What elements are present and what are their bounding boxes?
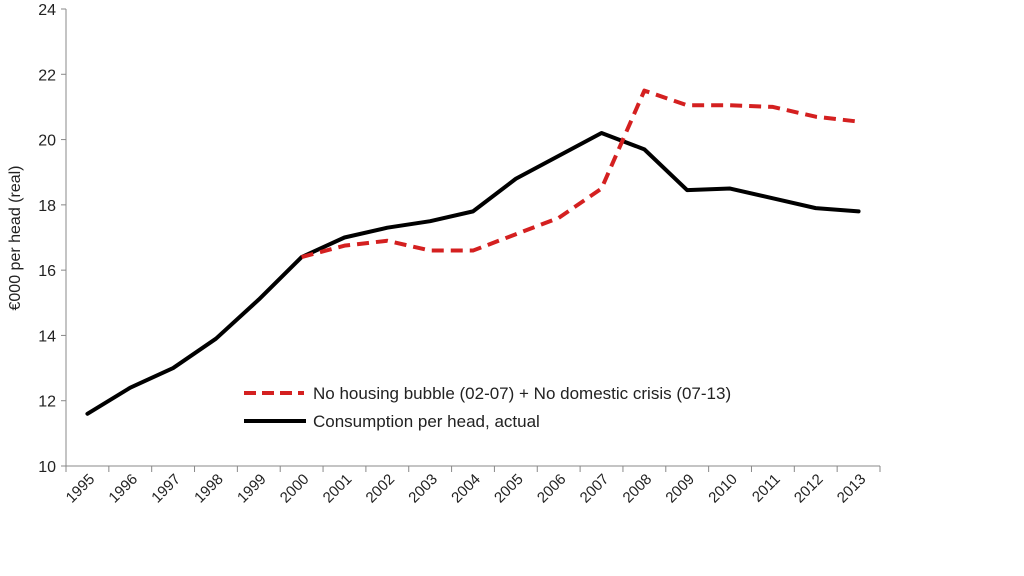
y-tick-label: 12 — [38, 394, 56, 411]
x-tick-label: 2008 — [620, 471, 656, 507]
series-line-0 — [301, 88, 859, 260]
x-tick-label: 2009 — [662, 471, 698, 507]
legend: No housing bubble (02-07) + No domestic … — [244, 384, 731, 431]
legend-label-actual: Consumption per head, actual — [313, 412, 540, 431]
x-tick-label: 2002 — [363, 471, 399, 507]
x-tick-label: 1997 — [148, 471, 184, 507]
x-tick-label: 2010 — [705, 471, 741, 507]
legend-label-scenario: No housing bubble (02-07) + No domestic … — [313, 384, 731, 403]
x-tick-label: 2000 — [277, 471, 313, 507]
x-tick-label: 2011 — [749, 471, 784, 506]
x-tick-label: 2003 — [405, 471, 441, 507]
x-tick-label: 2007 — [577, 471, 613, 507]
y-tick-label: 14 — [38, 328, 56, 345]
x-tick-label: 1999 — [234, 471, 270, 507]
y-axis-label: €000 per head (real) — [7, 166, 24, 311]
y-tick-label: 20 — [38, 133, 56, 150]
x-tick-label: 1996 — [105, 471, 141, 507]
series-line-1 — [85, 131, 861, 416]
y-tick-label: 10 — [38, 459, 56, 476]
x-tick-label: 2001 — [320, 471, 356, 507]
x-tick-label: 2013 — [834, 471, 870, 507]
x-tick-label: 2006 — [534, 471, 570, 507]
y-tick-label: 16 — [38, 263, 56, 280]
y-tick-label: 18 — [38, 198, 56, 215]
y-tick-label: 22 — [38, 67, 56, 84]
x-tick-label: 1998 — [191, 471, 227, 507]
x-tick-label: 2004 — [448, 471, 484, 507]
y-tick-label: 24 — [38, 2, 56, 19]
x-tick-label: 1995 — [63, 471, 99, 507]
x-tick-label: 2005 — [491, 471, 527, 507]
x-tick-label: 2012 — [791, 471, 827, 507]
